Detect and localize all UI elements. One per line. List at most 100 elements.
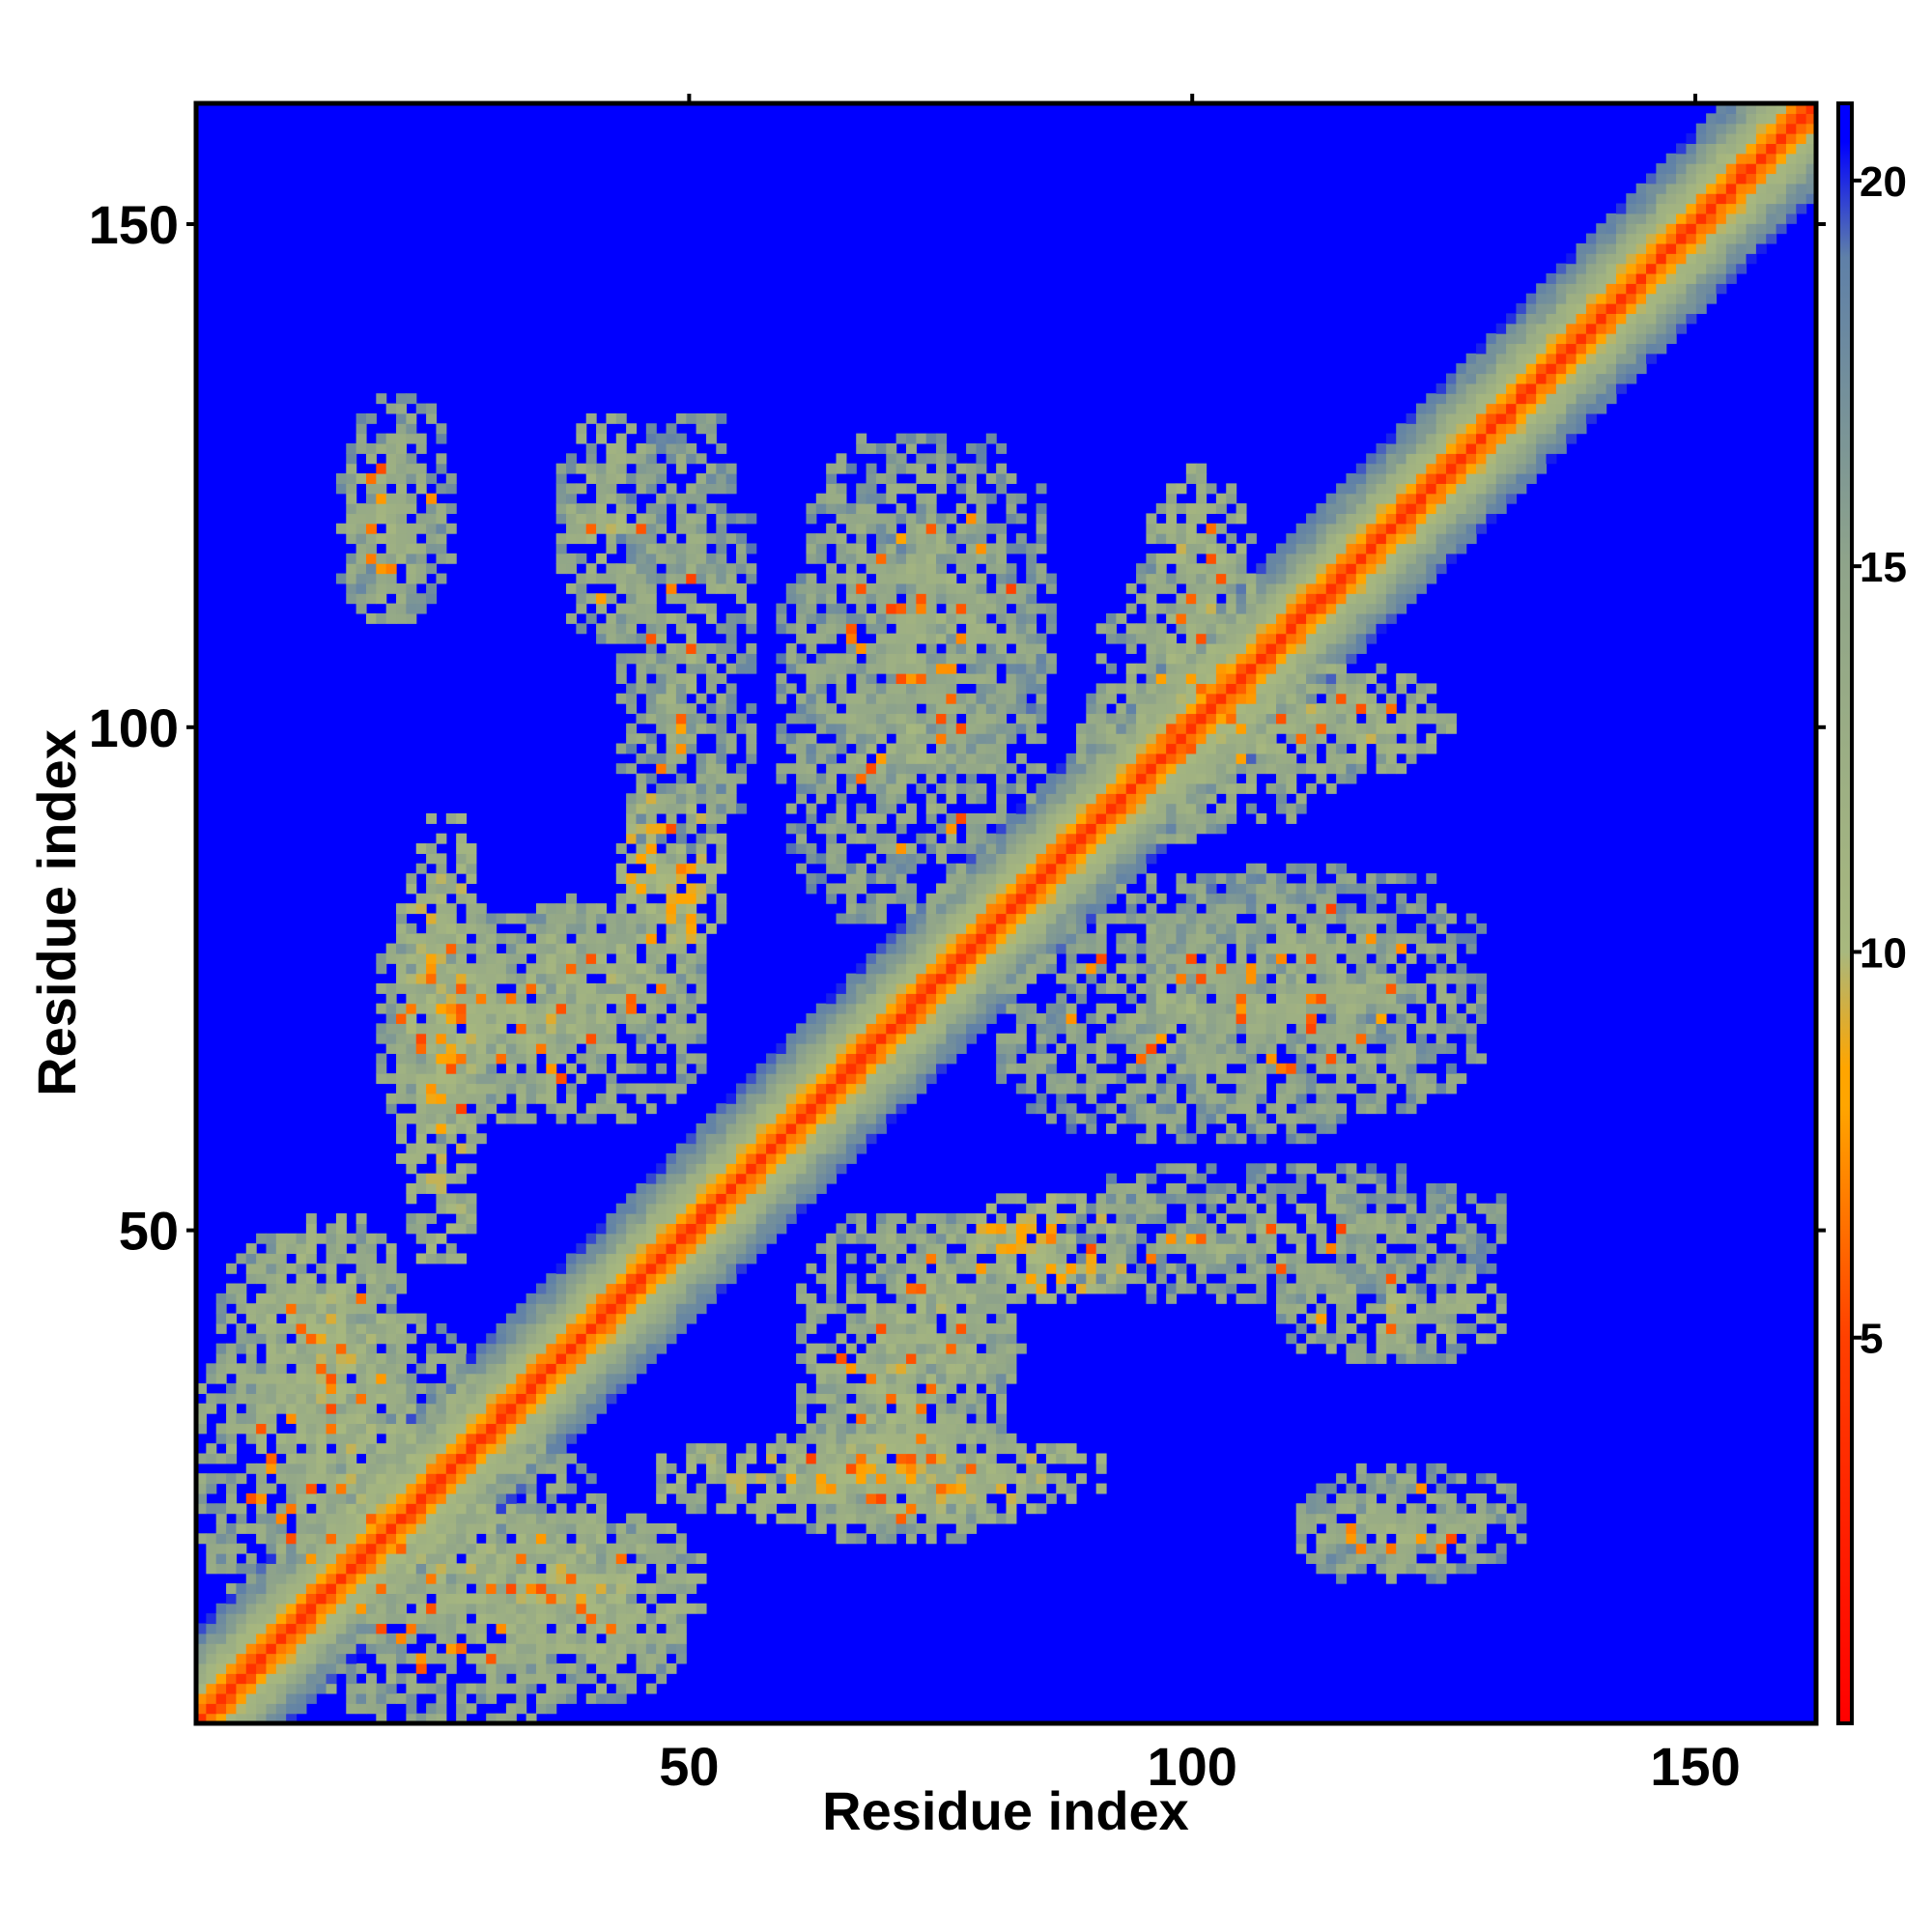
heatmap-cell [585, 1633, 597, 1644]
heatmap-cell [1125, 933, 1137, 945]
heatmap-cell [585, 1403, 597, 1414]
heatmap-cell [1166, 1263, 1178, 1274]
heatmap-cell [516, 1643, 527, 1655]
heatmap-cell [1336, 933, 1348, 945]
heatmap-cell [1045, 1453, 1057, 1464]
heatmap-cell [376, 1492, 387, 1504]
heatmap-cell [696, 1573, 707, 1584]
heatmap-cell [1325, 1053, 1337, 1065]
heatmap-cell [1006, 1193, 1017, 1205]
heatmap-cell [516, 1563, 527, 1575]
heatmap-cell [675, 1643, 687, 1655]
heatmap-cell [815, 1492, 827, 1504]
heatmap-cell [785, 1463, 797, 1474]
heatmap-cell [266, 1453, 277, 1464]
heatmap-cell [1336, 1322, 1348, 1334]
heatmap-cell [566, 1563, 577, 1575]
heatmap-cell [696, 1063, 707, 1074]
heatmap-cell [725, 1173, 737, 1184]
heatmap-cell [1415, 1053, 1427, 1065]
heatmap-cell [1256, 1273, 1267, 1285]
heatmap-cell [1095, 1213, 1107, 1225]
heatmap-cell [916, 1053, 927, 1065]
heatmap-cell [955, 943, 967, 954]
heatmap-cell [1036, 1023, 1047, 1035]
heatmap-cell [875, 943, 887, 954]
heatmap-cell [1125, 1103, 1137, 1115]
heatmap-cell [836, 1083, 847, 1094]
heatmap-cell [585, 1303, 597, 1315]
heatmap-cell [776, 1113, 787, 1124]
heatmap-cell [1166, 1233, 1178, 1244]
heatmap-cell [566, 1373, 577, 1384]
heatmap-cell [1116, 963, 1127, 975]
heatmap-cell [475, 1443, 487, 1455]
heatmap-cell [796, 1333, 808, 1345]
heatmap-cell [776, 1063, 787, 1074]
heatmap-cell [566, 1333, 577, 1345]
heatmap-cell [526, 1313, 537, 1324]
heatmap-cell [626, 1283, 638, 1294]
heatmap-cell [226, 1293, 238, 1304]
heatmap-cell [275, 1633, 287, 1644]
heatmap-cell [296, 1313, 307, 1324]
heatmap-cell [346, 1413, 357, 1425]
heatmap-cell [736, 1133, 747, 1145]
heatmap-cell [415, 1613, 427, 1625]
heatmap-cell [576, 1033, 587, 1044]
heatmap-cell [1316, 1122, 1327, 1134]
heatmap-cell [1346, 1213, 1357, 1225]
heatmap-cell [566, 973, 577, 984]
heatmap-cell [836, 1413, 847, 1425]
heatmap-cell [886, 1013, 897, 1024]
heatmap-cell [1325, 1543, 1337, 1554]
heatmap-cell [1006, 1233, 1017, 1244]
heatmap-cell [1445, 1533, 1457, 1545]
heatmap-cell [925, 1243, 937, 1255]
heatmap-cell [886, 1103, 897, 1115]
heatmap-cell [1445, 1522, 1457, 1534]
heatmap-cell [1026, 1103, 1037, 1115]
heatmap-cell [546, 1013, 557, 1024]
heatmap-cell [966, 1283, 978, 1294]
heatmap-cell [1325, 1283, 1348, 1294]
heatmap-cell [1435, 1273, 1447, 1285]
heatmap-cell [806, 1453, 817, 1464]
heatmap-cell [445, 1253, 457, 1264]
heatmap-cell [656, 1633, 668, 1644]
heatmap-cell [1166, 1013, 1178, 1024]
heatmap-cell [626, 1623, 638, 1634]
heatmap-cell [576, 1373, 587, 1384]
heatmap-cell [886, 993, 897, 1005]
heatmap-cell [406, 1333, 417, 1345]
heatmap-cell [596, 1623, 608, 1634]
heatmap-cell [555, 993, 567, 1005]
heatmap-cell [275, 1443, 287, 1455]
heatmap-cell [326, 1352, 337, 1364]
heatmap-cell [1406, 982, 1417, 994]
heatmap-cell [856, 993, 867, 1005]
heatmap-cell [1136, 1033, 1148, 1044]
heatmap-cell [385, 1553, 397, 1564]
heatmap-cell [626, 1113, 638, 1124]
heatmap-cell [576, 1363, 587, 1375]
heatmap-cell [856, 1413, 867, 1425]
heatmap-cell [1045, 1263, 1057, 1274]
heatmap-cell [1276, 1003, 1287, 1014]
heatmap-cell [596, 1363, 608, 1375]
heatmap-cell [396, 1653, 407, 1664]
heatmap-cell [1226, 1283, 1237, 1294]
heatmap-cell [615, 1233, 627, 1244]
heatmap-cell [1415, 1313, 1427, 1324]
heatmap-cell [326, 1673, 337, 1685]
heatmap-cell [626, 973, 638, 984]
heatmap-cell [845, 1063, 857, 1074]
heatmap-cell [486, 952, 497, 964]
heatmap-cell [1176, 1003, 1187, 1014]
heatmap-cell [196, 1413, 207, 1425]
heatmap-cell [936, 1383, 947, 1394]
heatmap-cell [905, 1343, 917, 1354]
heatmap-cell [946, 1492, 957, 1504]
heatmap-cell [856, 1363, 867, 1375]
